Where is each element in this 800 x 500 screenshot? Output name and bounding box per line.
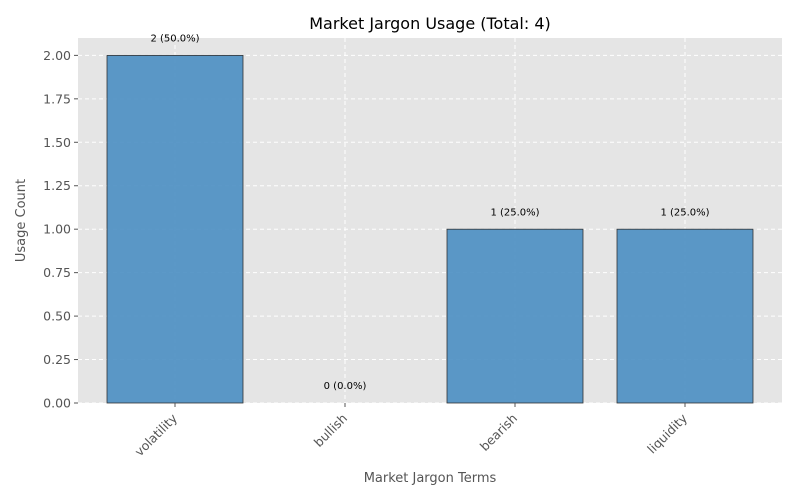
y-tick-label: 0.25 [43, 352, 71, 367]
data-label-volatility: 2 (50.0%) [150, 34, 199, 45]
data-label-bearish: 1 (25.0%) [490, 207, 539, 218]
y-tick-label: 0.00 [43, 396, 71, 411]
y-tick-label: 0.75 [43, 265, 71, 280]
bar-liquidity [616, 228, 754, 404]
bar-bearish [446, 228, 584, 404]
y-tick-label: 1.50 [43, 135, 71, 150]
x-tick-label-bearish: bearish [477, 411, 520, 454]
x-axis-label: Market Jargon Terms [364, 471, 497, 486]
y-axis-ticks: 0.00 0.25 0.50 0.75 1.00 1.25 1.50 1.75 2.00 [43, 48, 78, 411]
bar-volatility [106, 54, 244, 404]
y-axis-label: Usage Count [14, 179, 29, 262]
data-labels: 2 (50.0%) 0 (0.0%) 1 (25.0%) 1 (25.0%) [150, 34, 709, 393]
y-tick-label: 2.00 [43, 48, 71, 63]
y-tick-label: 1.00 [43, 222, 71, 237]
x-tick-label-volatility: volatility [131, 410, 180, 459]
x-axis-ticks: volatility bullish bearish liquidity [131, 403, 691, 459]
data-label-liquidity: 1 (25.0%) [660, 207, 709, 218]
x-tick-label-liquidity: liquidity [644, 410, 690, 456]
y-tick-label: 1.75 [43, 91, 71, 106]
y-tick-label: 0.50 [43, 309, 71, 324]
chart-title: Market Jargon Usage (Total: 4) [309, 14, 551, 33]
y-tick-label: 1.25 [43, 178, 71, 193]
bars [106, 54, 754, 404]
data-label-bullish: 0 (0.0%) [324, 381, 367, 392]
x-tick-label-bullish: bullish [311, 411, 350, 450]
